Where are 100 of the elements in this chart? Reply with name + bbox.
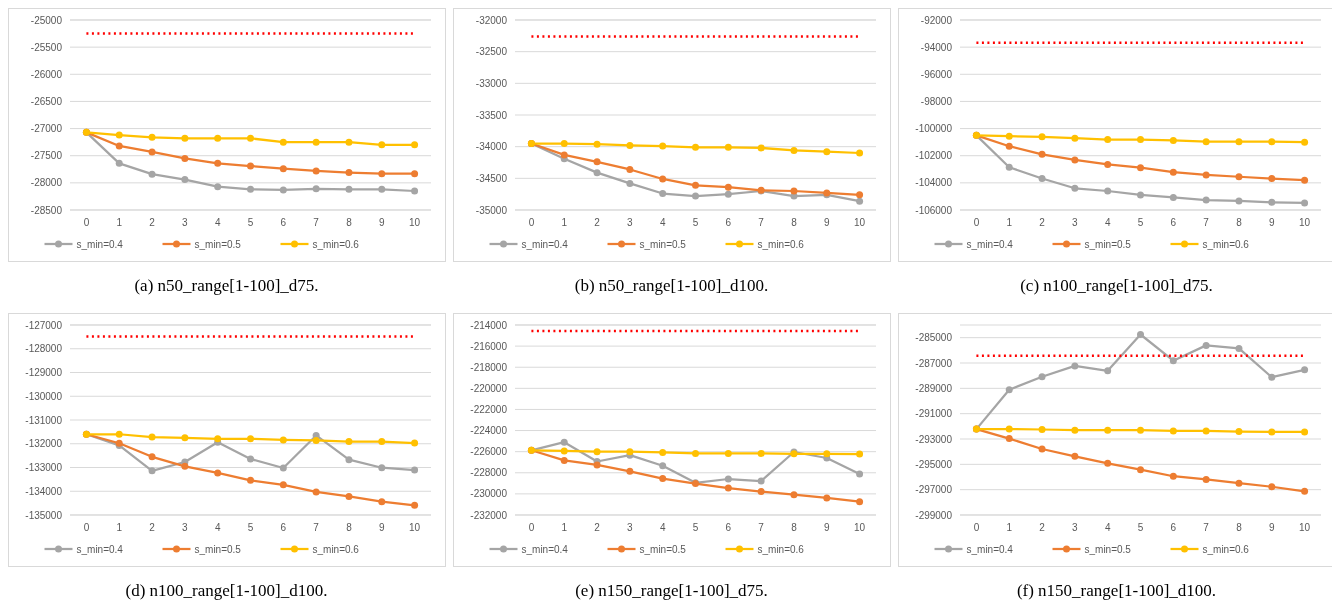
- point: [1301, 366, 1309, 374]
- y-tick-label: -128000: [25, 343, 63, 355]
- point: [856, 470, 864, 478]
- legend-label: s_min=0.5: [639, 238, 687, 250]
- point: [1301, 138, 1309, 146]
- point: [378, 170, 386, 178]
- point: [1301, 428, 1309, 436]
- y-tick-label: -27000: [30, 123, 63, 135]
- x-tick-label: 10: [854, 522, 866, 533]
- x-tick-label: 6: [725, 217, 732, 228]
- point: [724, 143, 732, 151]
- point: [214, 469, 222, 477]
- point: [1301, 199, 1309, 207]
- point: [345, 185, 353, 193]
- x-tick-label: 1: [561, 217, 568, 228]
- x-tick-label: 8: [346, 522, 353, 533]
- point: [312, 138, 320, 146]
- y-tick-label: -28500: [30, 204, 63, 216]
- point: [659, 190, 667, 198]
- legend-label: s_min=0.4: [966, 238, 1014, 250]
- legend-label: s_min=0.4: [76, 238, 124, 250]
- x-tick-label: 9: [378, 217, 385, 228]
- text: (c) n100_range[1-100]_d75.: [1020, 276, 1213, 295]
- point: [181, 434, 189, 442]
- y-tick-label: -133000: [25, 462, 63, 473]
- x-tick-label: 2: [594, 217, 601, 228]
- point: [115, 159, 123, 167]
- point: [411, 501, 419, 509]
- point: [279, 436, 287, 444]
- legend-label: s_min=0.4: [966, 543, 1014, 555]
- point: [214, 183, 222, 191]
- point: [1235, 428, 1243, 436]
- y-tick-label: -291000: [915, 408, 953, 420]
- point: [1071, 184, 1079, 192]
- point: [1268, 483, 1276, 491]
- x-tick-label: 4: [659, 217, 666, 228]
- y-tick-label: -94000: [920, 41, 953, 53]
- point: [1005, 425, 1013, 433]
- y-tick-label: -92000: [920, 14, 953, 26]
- legend-label: s_min=0.4: [521, 238, 569, 250]
- point: [560, 438, 568, 446]
- y-tick-label: -224000: [470, 425, 508, 437]
- point: [1104, 160, 1112, 168]
- point: [856, 149, 864, 157]
- point: [1104, 136, 1112, 144]
- legend-label: s_min=0.6: [312, 238, 360, 250]
- point: [692, 181, 699, 189]
- point: [593, 448, 601, 456]
- point: [1137, 331, 1144, 338]
- point: [823, 450, 831, 458]
- point: [1005, 435, 1013, 443]
- y-tick-label: -104000: [915, 177, 953, 189]
- point: [411, 187, 419, 195]
- x-tick-label: 5: [247, 522, 254, 533]
- point: [1038, 133, 1046, 141]
- point: [1268, 428, 1276, 436]
- point: [724, 449, 732, 457]
- x-tick-label: 1: [116, 217, 123, 228]
- point: [1137, 191, 1144, 199]
- x-tick-label: 3: [182, 522, 189, 533]
- y-tick-label: -289000: [915, 382, 953, 394]
- point: [724, 183, 732, 191]
- point: [1202, 341, 1210, 349]
- legend-label: s_min=0.5: [1084, 543, 1132, 555]
- x-tick-label: 3: [627, 217, 634, 228]
- x-tick-label: 1: [1006, 522, 1013, 533]
- y-tick-label: -32000: [475, 14, 508, 26]
- x-tick-label: 6: [1170, 522, 1177, 533]
- point: [247, 435, 254, 443]
- x-tick-label: 5: [692, 217, 699, 228]
- point: [1038, 175, 1046, 183]
- y-tick-label: -132000: [25, 438, 63, 450]
- point: [247, 162, 254, 170]
- point: [1202, 171, 1210, 179]
- point: [1038, 373, 1046, 381]
- x-tick-label: 0: [528, 217, 535, 228]
- point: [1071, 452, 1079, 460]
- point: [692, 192, 699, 200]
- point: [1137, 426, 1144, 434]
- y-tick-label: -130000: [25, 390, 63, 402]
- x-tick-label: 1: [1006, 217, 1013, 228]
- point: [790, 187, 798, 195]
- point: [148, 453, 156, 461]
- point: [1169, 136, 1177, 144]
- point: [1202, 196, 1210, 204]
- y-tick-label: -33000: [475, 77, 508, 89]
- point: [560, 151, 568, 159]
- x-tick-label: 3: [1072, 217, 1079, 228]
- point: [214, 134, 222, 142]
- x-tick-label: 5: [247, 217, 254, 228]
- x-tick-label: 5: [1137, 217, 1144, 228]
- point: [823, 148, 831, 156]
- y-tick-label: -35000: [475, 204, 508, 216]
- point: [757, 449, 765, 457]
- point: [757, 144, 765, 152]
- point: [626, 165, 634, 173]
- point: [1169, 357, 1177, 365]
- x-tick-label: 0: [83, 217, 90, 228]
- x-tick-label: 2: [594, 522, 601, 533]
- point: [1301, 487, 1309, 495]
